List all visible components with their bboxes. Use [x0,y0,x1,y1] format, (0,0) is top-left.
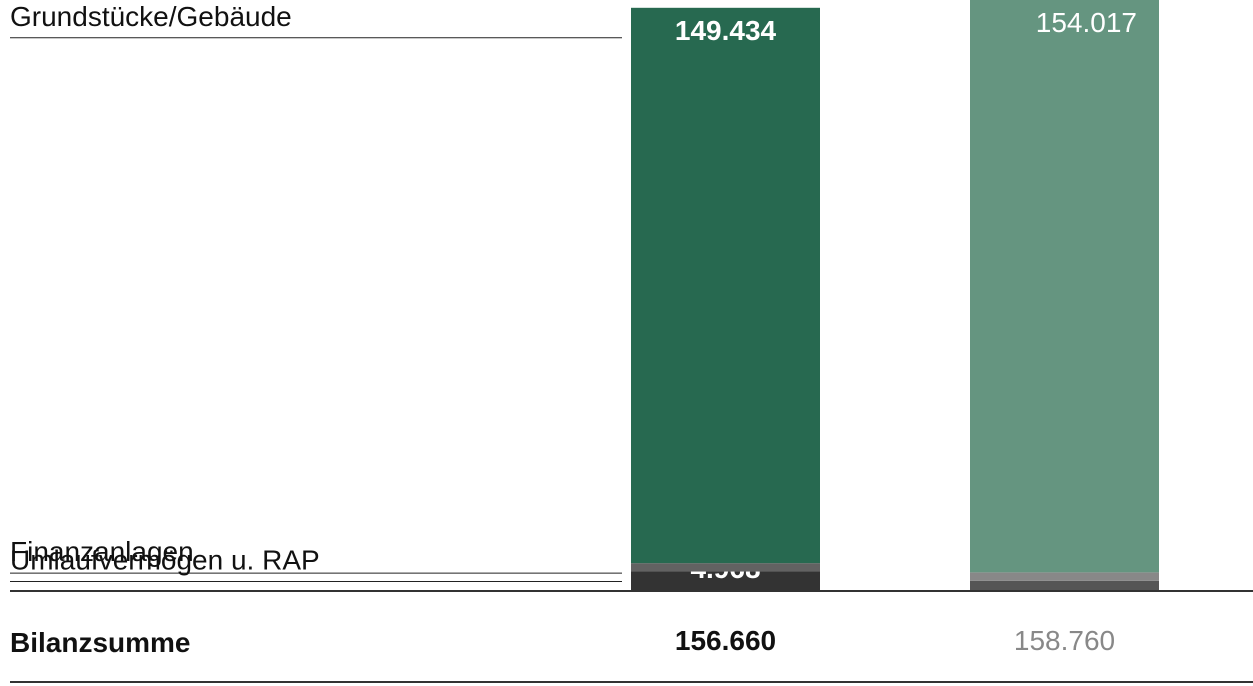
bars-layer: 4.9682.258149.4342.4852.258154.017 [631,0,1159,590]
value-label-grundstuecke-column-1: 149.434 [675,15,777,46]
category-label-umlaufvermoegen: Umlaufvermögen u. RAP [10,545,320,576]
category-label-grundstuecke: Grundstücke/Gebäude [10,1,292,32]
bar-segment-finanzanlagen-column-2 [970,572,1159,581]
value-label-grundstuecke-column-2: 154.017 [1036,7,1137,38]
category-label-finanzanlagen: Finanzanlagen [10,536,194,567]
bar-segment-grundstuecke-column-1 [631,7,820,564]
bar-segment-umlaufvermoegen-column-1 [631,571,820,590]
bilanzsumme-label: Bilanzsumme [10,627,191,658]
bar-segment-finanzanlagen-column-1 [631,563,820,572]
bar-segment-grundstuecke-column-2 [970,0,1159,573]
total-value-column-1: 156.660 [675,625,776,656]
bar-segment-umlaufvermoegen-column-2 [970,580,1159,590]
total-value-column-2: 158.760 [1014,625,1115,656]
